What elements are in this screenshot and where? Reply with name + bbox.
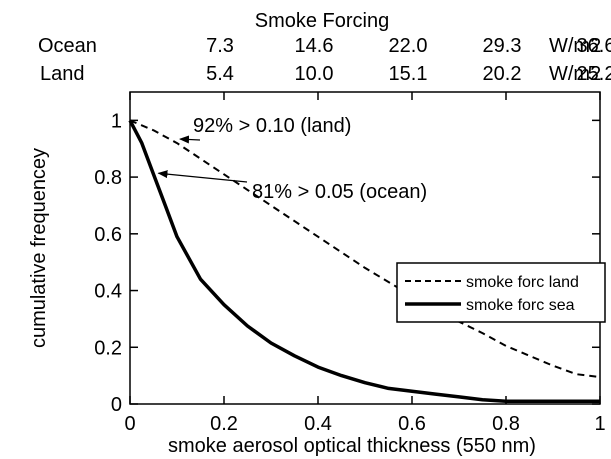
- series-line-land: [129, 119, 601, 379]
- y-tick-label-5: 1: [111, 110, 122, 132]
- ocean-forcing-value-3: 29.3: [483, 35, 522, 57]
- series-layer: [128, 119, 601, 403]
- land-axis-unit: W/m2: [549, 63, 601, 85]
- ocean-forcing-value-4: 36.6: [577, 35, 611, 57]
- tick-marks: [129, 92, 601, 405]
- annotation-ocean-arrow: [157, 170, 248, 183]
- x-tick-label-3: 0.6: [398, 413, 426, 435]
- land-forcing-value-3: 20.2: [483, 63, 522, 85]
- ocean-forcing-value-1: 14.6: [295, 35, 334, 57]
- ocean-axis-unit: W/m2: [549, 35, 601, 57]
- x-tick-label-2: 0.4: [304, 413, 332, 435]
- ocean-forcing-value-2: 22.0: [389, 35, 428, 57]
- series-line-sea: [128, 119, 600, 403]
- chart-title: Smoke Forcing: [255, 10, 390, 32]
- land-forcing-value-0: 5.4: [206, 63, 234, 85]
- y-tick-label-0: 0: [111, 394, 122, 416]
- tick-labels: 0 0.2 0.4 0.6 0.8 1 0 0.2 0.4 0.6 0.8 1: [94, 110, 605, 435]
- y-tick-label-1: 0.2: [94, 337, 122, 359]
- legend: smoke forc land smoke forc sea: [396, 262, 606, 323]
- x-axis-label: smoke aerosol optical thickness (550 nm): [168, 435, 536, 457]
- x-tick-label-0: 0: [124, 413, 135, 435]
- land-forcing-value-1: 10.0: [295, 63, 334, 85]
- land-forcing-value-2: 15.1: [389, 63, 428, 85]
- land-axis-label: Land: [40, 63, 85, 85]
- ocean-forcing-value-0: 7.3: [206, 35, 234, 57]
- annotation-land: 92% > 0.10 (land): [193, 115, 351, 137]
- annotation-land-arrow: [179, 135, 201, 144]
- land-forcing-axis: Land W/m2 5.4 10.0 15.1 20.2 25.2: [40, 63, 611, 85]
- annotation-ocean: 81% > 0.05 (ocean): [252, 181, 427, 203]
- y-tick-label-2: 0.4: [94, 281, 122, 303]
- y-tick-label-3: 0.6: [94, 224, 122, 246]
- annotation-layer: 92% > 0.10 (land) 81% > 0.05 (ocean): [157, 115, 427, 203]
- x-tick-label-1: 0.2: [210, 413, 238, 435]
- legend-label-land: smoke forc land: [466, 274, 579, 291]
- y-tick-label-4: 0.8: [94, 167, 122, 189]
- x-tick-label-5: 1: [594, 413, 605, 435]
- legend-label-sea: smoke forc sea: [466, 297, 575, 314]
- land-forcing-value-4: 25.2: [577, 63, 611, 85]
- y-axis-label: cumulative frequencey: [28, 148, 50, 348]
- x-tick-label-4: 0.8: [492, 413, 520, 435]
- ocean-axis-label: Ocean: [38, 35, 97, 57]
- ocean-forcing-axis: Ocean W/m2 7.3 14.6 22.0 29.3 36.6: [38, 35, 611, 57]
- legend-box: [396, 262, 606, 323]
- plot-frame: [129, 91, 601, 405]
